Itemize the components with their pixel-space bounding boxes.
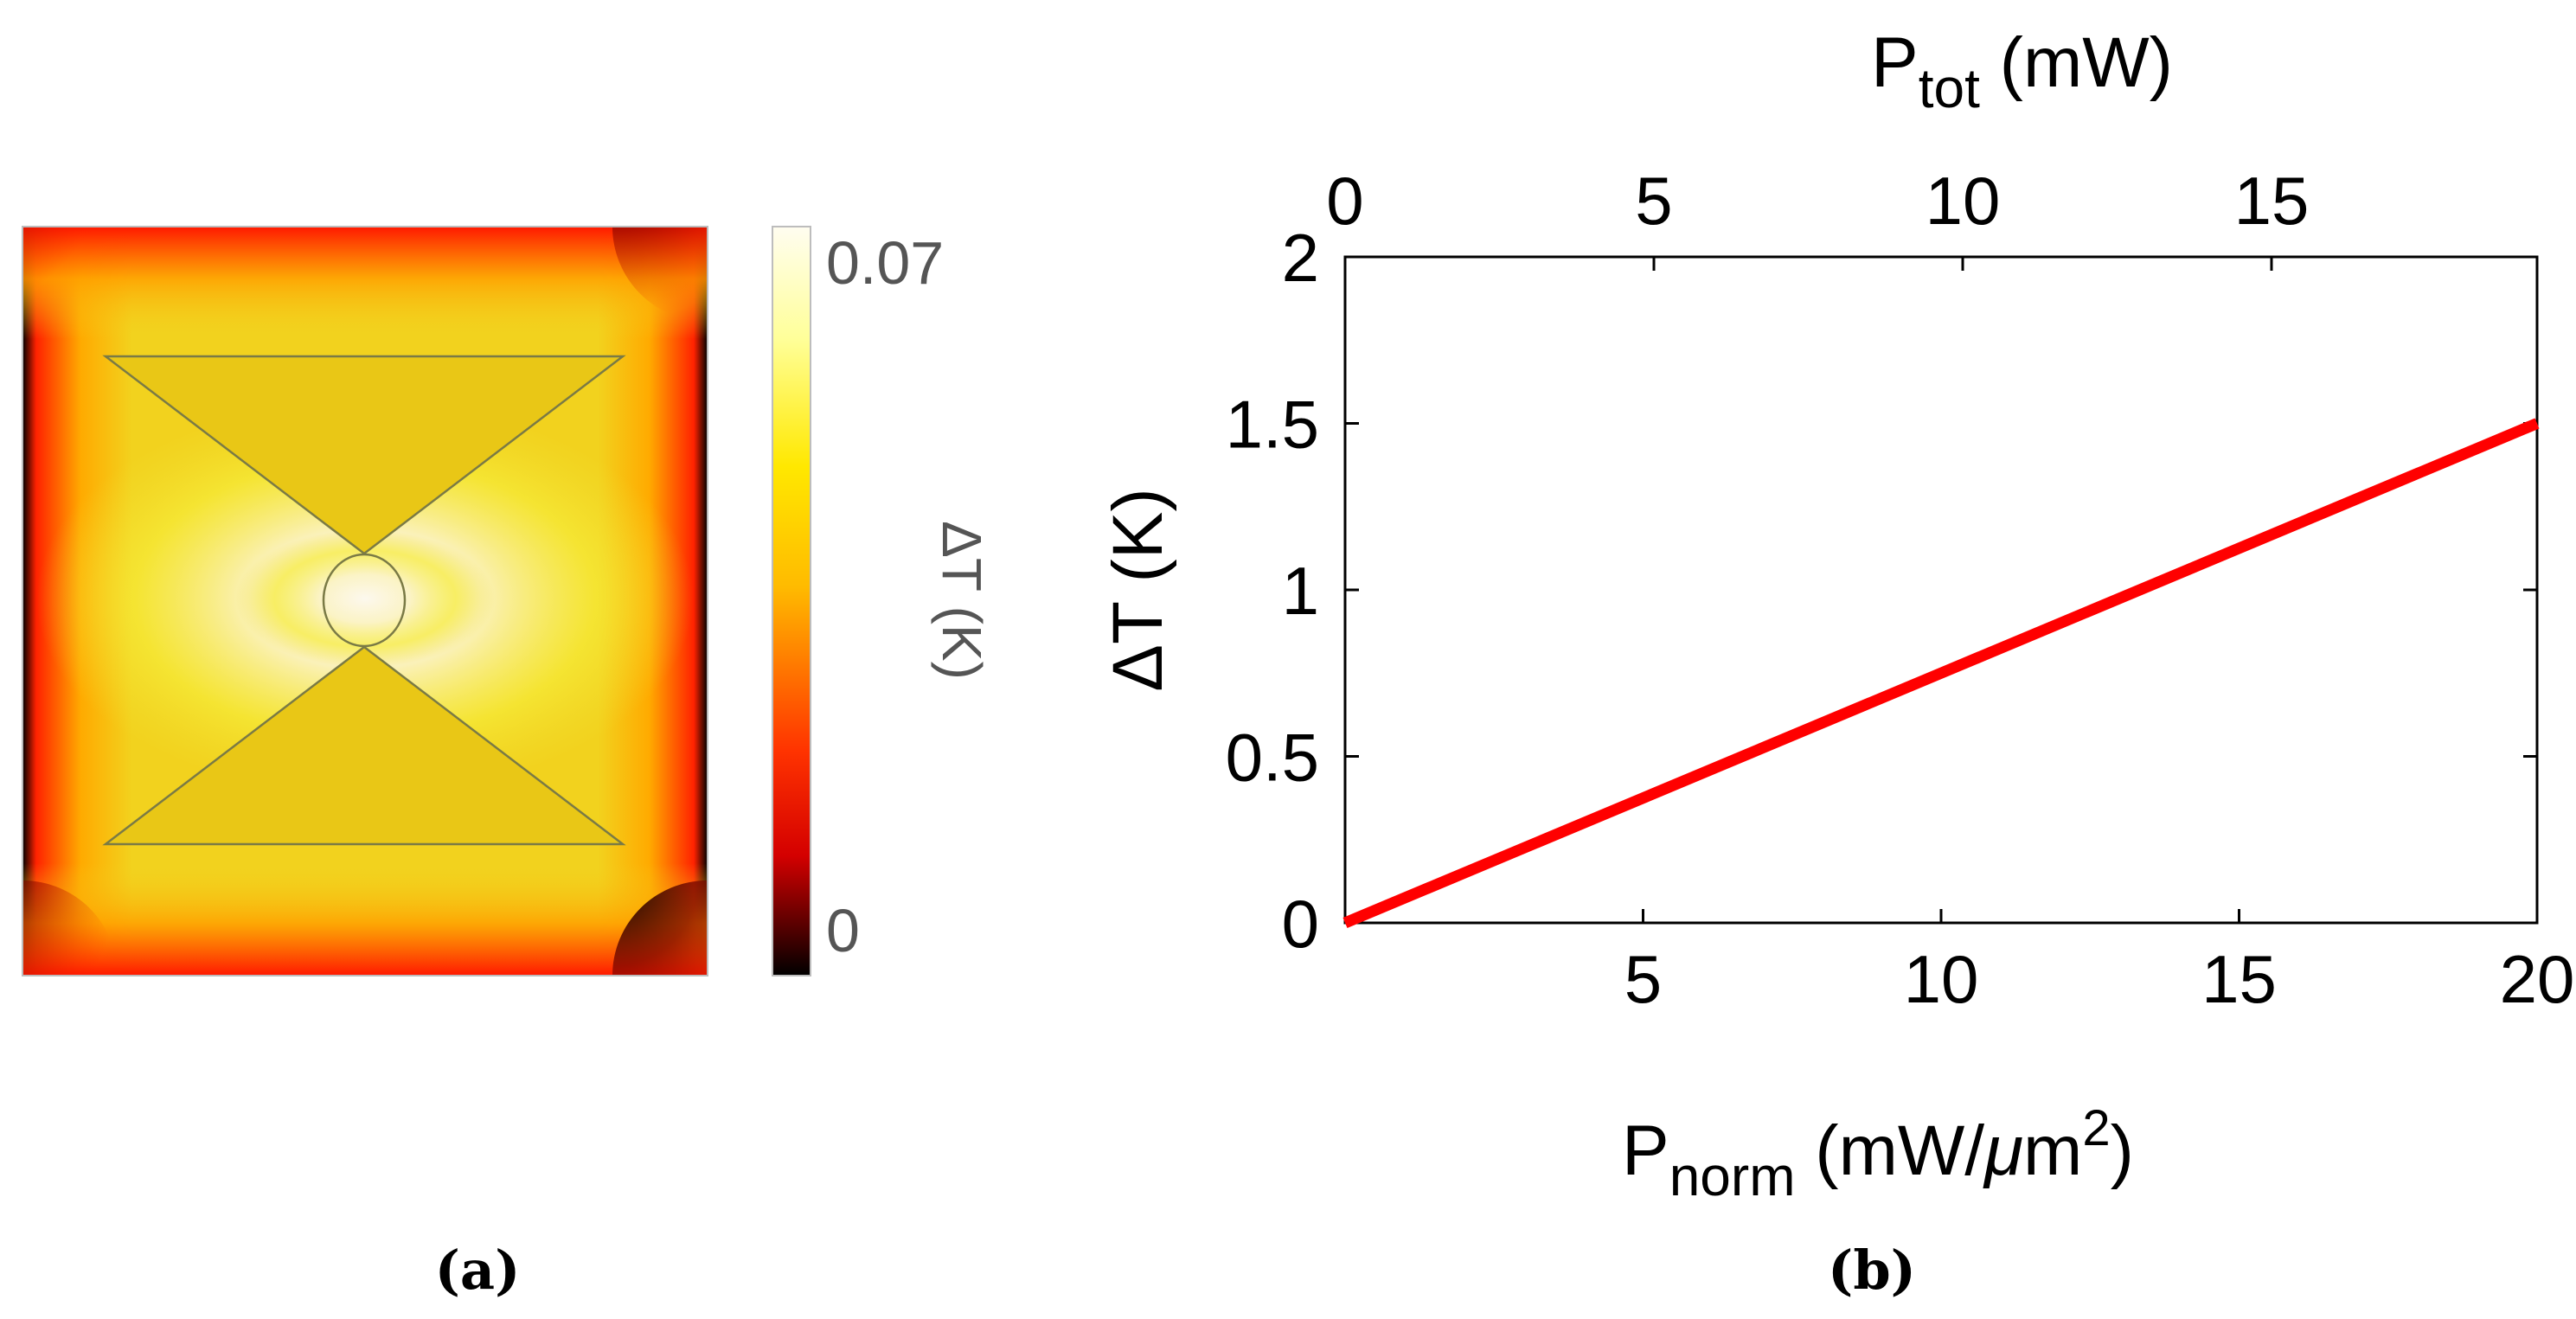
top-x-tick-label: 0 [1326,163,1363,239]
x-axis-label: Pnorm (mW/μm2) [1622,1100,2134,1207]
top-x-tick-label: 5 [1635,163,1672,239]
plot-frame [1343,255,2539,925]
x-tick-label: 5 [1624,941,1662,1017]
panel-a-label: (a) [435,1239,521,1302]
panel-b-label: (b) [1828,1239,1916,1302]
line-chart-panel: 0 0.5 1 1.5 2 5 10 15 20 0 5 10 15 Ptot (mW) Pnorm… [1099,23,2574,1302]
y-tick-labels: 0 0.5 1 1.5 2 [1226,220,1319,962]
x-axis-label-main: P [1622,1111,1669,1190]
top-axis-label-unit: (mW) [1980,23,2173,102]
x-tick-label: 15 [2201,941,2277,1017]
x-tick-labels: 5 10 15 20 [1624,941,2575,1017]
corner-br [612,880,708,976]
series-line-delta-t [1342,418,2540,928]
x-tick-label: 10 [1904,941,1979,1017]
top-axis-label: Ptot (mW) [1871,23,2173,119]
center-particle [322,553,407,648]
heatmap-panel: 0.07 0 ΔT (K) (a) [22,226,993,1302]
top-x-tick-label: 10 [1926,163,2001,239]
temperature-map [22,227,708,976]
x-tick-label: 20 [2500,941,2575,1017]
colorbar-title: ΔT (K) [931,521,993,680]
x-axis-label-sup: 2 [2082,1100,2110,1156]
y-axis-label: ΔT (K) [1099,488,1177,691]
x-axis-label-mu: μ [1983,1111,2023,1190]
hotspot-core [235,529,495,668]
y-tick-label: 0.5 [1226,720,1319,796]
colorbar [772,226,811,976]
y-tick-label: 2 [1282,220,1319,296]
colorbar-max-label: 0.07 [826,229,944,297]
x-axis-label-close: ) [2111,1111,2134,1190]
bowtie-top-triangle [102,355,626,555]
top-x-tick-labels: 0 5 10 15 [1326,163,2309,239]
map-border [22,226,708,976]
x-axis-label-sub: norm [1669,1145,1796,1207]
top-axis-label-sub: tot [1919,57,1980,119]
corner-tl [22,227,118,322]
top-x-tick-label: 15 [2234,163,2310,239]
colorbar-min-label: 0 [826,897,860,964]
bowtie-bottom-triangle [102,645,626,846]
corner-tr [612,227,708,322]
x-axis-label-unit-pre: (mW/ [1796,1111,1985,1190]
corner-bl [22,880,118,976]
y-tick-label: 1 [1282,553,1319,629]
top-axis-label-main: P [1871,23,1919,102]
x-axis-label-unit-m: m [2023,1111,2082,1190]
y-tick-label: 0 [1282,886,1319,962]
axis-ticks [1343,255,2539,925]
y-tick-label: 1.5 [1226,387,1319,463]
